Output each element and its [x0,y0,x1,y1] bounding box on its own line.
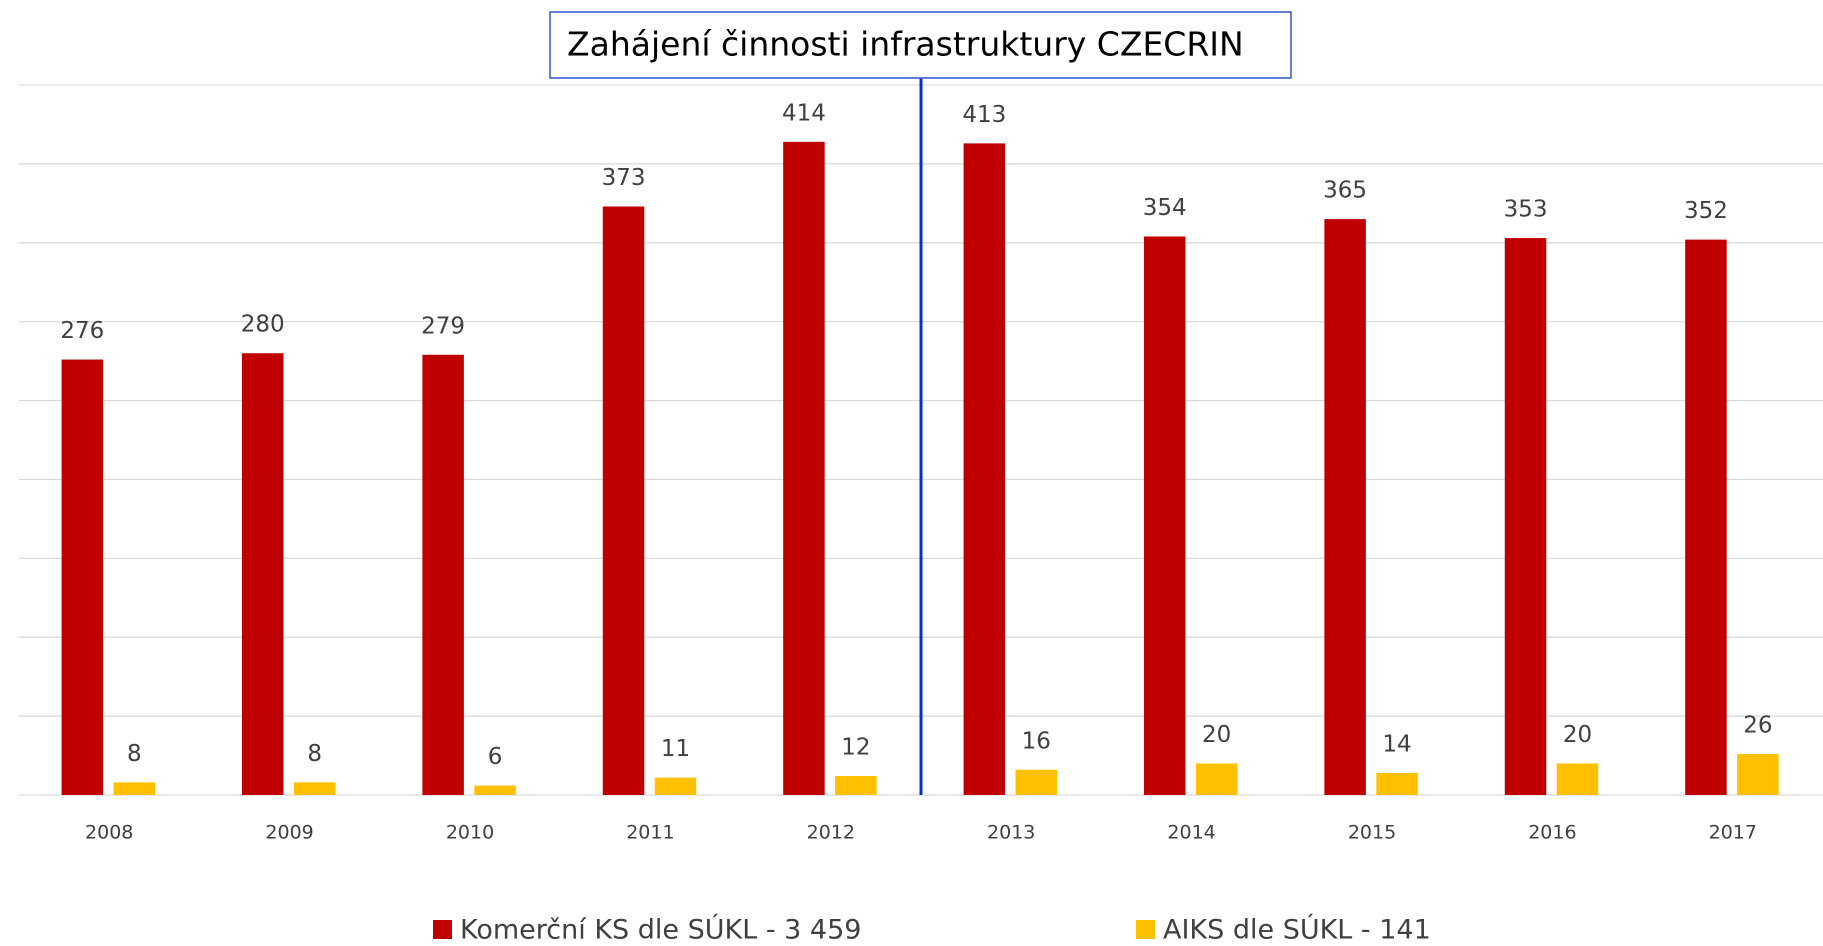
x-tick-label: 2009 [265,822,313,844]
bar [293,782,336,795]
data-label: 20 [1202,722,1231,748]
bar [1504,238,1547,796]
data-label: 8 [307,741,322,767]
data-label: 11 [661,736,690,762]
x-tick-label: 2012 [807,822,855,844]
bar [1376,772,1418,795]
annotation-box [549,11,1292,79]
data-label: 16 [1022,728,1051,754]
bar [783,141,825,796]
bar [474,785,516,795]
x-tick-label: 2017 [1709,822,1757,844]
legend-label: AIKS dle SÚKL - 141 [1163,914,1431,946]
data-label: 365 [1323,178,1367,204]
bar [1143,236,1186,795]
data-label: 12 [841,735,870,761]
bar [1685,239,1727,796]
x-tick-label: 2016 [1528,822,1576,844]
bar [113,782,156,795]
bar [654,777,697,795]
x-tick-label: 2015 [1348,822,1396,844]
data-label: 8 [127,741,142,767]
data-label: 26 [1743,712,1772,738]
x-tick-label: 2014 [1167,822,1215,844]
legend-swatch [433,920,452,939]
bar [602,206,645,795]
bar [835,776,877,795]
data-label: 373 [602,165,646,191]
bar [1195,763,1238,795]
data-label: 6 [488,744,503,770]
data-label: 279 [421,313,465,339]
x-tick-label: 2008 [85,822,133,844]
bar [1015,769,1058,795]
x-tick-label: 2011 [626,822,674,844]
data-label: 14 [1382,731,1411,757]
bar [1737,753,1779,795]
data-label: 353 [1504,197,1548,223]
x-tick-label: 2013 [987,822,1035,844]
bar [963,143,1006,795]
data-label: 413 [962,102,1006,128]
bar [61,359,104,795]
bar [1556,763,1599,795]
data-label: 352 [1684,198,1728,224]
data-label: 276 [60,318,104,344]
x-tick-label: 2010 [446,822,494,844]
legend-label: Komerční KS dle SÚKL - 3 459 [460,914,861,946]
data-label: 20 [1563,722,1592,748]
data-label: 280 [241,312,285,338]
bar [422,354,464,795]
legend-swatch [1136,920,1155,939]
annotation: Zahájení činnosti infrastruktury CZECRIN [567,25,1244,64]
bar [241,353,284,795]
bar [1324,219,1366,796]
data-label: 354 [1143,195,1187,221]
data-label: 414 [782,100,826,126]
